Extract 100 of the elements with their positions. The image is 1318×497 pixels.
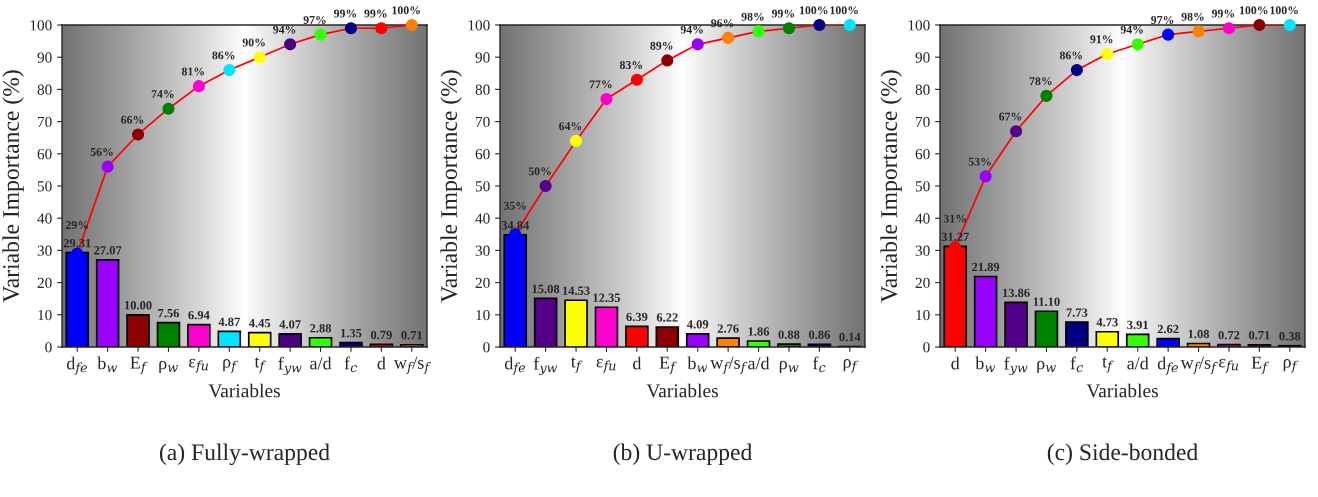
x-tick-label: b$_{w}$ bbox=[687, 356, 708, 372]
data-label: 6.94 bbox=[188, 310, 210, 320]
data-label: 3.91 bbox=[1127, 320, 1148, 330]
data-label: 83% bbox=[619, 61, 643, 70]
data-label: 1.35 bbox=[341, 328, 362, 338]
data-label: 90% bbox=[242, 38, 265, 47]
y-tick-label: 80 bbox=[475, 84, 490, 95]
y-tick-label: 80 bbox=[37, 84, 52, 95]
x-tick-label: ρ$_{f}$ bbox=[843, 359, 859, 373]
x-tick-label: t$_{f}$ bbox=[1102, 357, 1114, 373]
data-label: 100% bbox=[1240, 6, 1268, 15]
y-tick-label: 100 bbox=[468, 20, 490, 31]
data-label: 2.62 bbox=[1157, 324, 1179, 334]
data-label: 97% bbox=[1151, 15, 1174, 24]
data-label: 12.35 bbox=[593, 293, 621, 302]
x-tick-label: f$_{yw}$ bbox=[278, 356, 302, 376]
y-tick-label: 10 bbox=[916, 309, 930, 321]
y-tick-label: 20 bbox=[37, 277, 52, 289]
data-label: 0.14 bbox=[839, 332, 861, 342]
x-tick-label: b$_{w}$ bbox=[97, 356, 118, 372]
data-label: 98% bbox=[1181, 12, 1204, 21]
x-tick-label: ρ$_{f}$ bbox=[223, 359, 238, 373]
data-label: 94% bbox=[680, 25, 703, 34]
data-label: 31% bbox=[943, 214, 966, 223]
y-tick-label: 30 bbox=[915, 245, 930, 256]
y-tick-label: 60 bbox=[475, 148, 490, 160]
data-label: 98% bbox=[741, 12, 764, 21]
data-label: 0.88 bbox=[778, 330, 800, 339]
text: (c) Side-bonded bbox=[1047, 443, 1198, 466]
data-label: 74% bbox=[151, 90, 174, 99]
x-tick-label: a/d bbox=[748, 356, 770, 370]
y-tick-label: 60 bbox=[37, 148, 52, 160]
data-label: 0.79 bbox=[370, 330, 392, 340]
data-label: 0.71 bbox=[401, 330, 423, 340]
x-tick-label: a/d bbox=[1127, 356, 1149, 370]
data-label: 11.10 bbox=[1033, 297, 1060, 306]
x-tick-label: f$_{yw}$ bbox=[1004, 356, 1028, 376]
x-tick-label: f$_{c}$ bbox=[812, 356, 826, 373]
data-label: 53% bbox=[968, 157, 991, 166]
data-label: 99% bbox=[771, 9, 795, 18]
y-tick-label: 70 bbox=[916, 116, 930, 128]
data-label: 7.73 bbox=[1066, 308, 1088, 317]
x-axis-title: Variables bbox=[1086, 383, 1158, 398]
x-tick-label: E$_{f}$ bbox=[659, 356, 677, 374]
x-tick-label: t$_{f}$ bbox=[254, 357, 267, 373]
data-label: 78% bbox=[1029, 77, 1052, 86]
data-label: 4.45 bbox=[248, 319, 271, 328]
text: (a) Fully-wrapped bbox=[159, 443, 330, 466]
x-tick-label: ε$_{fu}$ bbox=[1219, 358, 1239, 373]
data-label: 27.07 bbox=[94, 246, 122, 255]
data-label: 89% bbox=[650, 41, 673, 50]
data-label: 66% bbox=[121, 115, 144, 124]
y-tick-label: 30 bbox=[37, 245, 52, 256]
x-tick-label: a/d bbox=[310, 356, 332, 370]
data-label: 67% bbox=[999, 112, 1022, 121]
data-label: 100% bbox=[1270, 6, 1298, 15]
data-label: 13.86 bbox=[1002, 288, 1030, 298]
x-tick-label: ε$_{fu}$ bbox=[189, 358, 208, 373]
y-tick-label: 10 bbox=[476, 309, 490, 321]
y-tick-label: 50 bbox=[475, 181, 490, 192]
data-label: 64% bbox=[559, 122, 582, 131]
data-label: 4.07 bbox=[279, 320, 301, 329]
data-label: 4.87 bbox=[218, 317, 240, 327]
data-label: 0.72 bbox=[1218, 330, 1240, 340]
x-tick-label: f$_{c}$ bbox=[1070, 356, 1083, 373]
x-tick-label: d$_{fe}$ bbox=[66, 356, 88, 375]
data-label: 50% bbox=[528, 167, 551, 176]
data-label: 1.86 bbox=[748, 327, 770, 336]
x-tick-label: w$_{f}$/s$_{f}$ bbox=[393, 356, 432, 375]
y-tick-label: 40 bbox=[915, 213, 930, 224]
data-label: 1.08 bbox=[1188, 329, 1210, 339]
data-label: 86% bbox=[212, 51, 235, 60]
x-tick-label: d$_{fe}$ bbox=[504, 356, 526, 375]
x-tick-label: t$_{f}$ bbox=[570, 357, 583, 373]
y-tick-label: 60 bbox=[915, 148, 930, 160]
x-tick-label: ε$_{fu}$ bbox=[596, 358, 616, 373]
data-label: 2.88 bbox=[310, 323, 332, 333]
y-tick-label: 100 bbox=[30, 20, 52, 31]
y-tick-label: 20 bbox=[915, 277, 930, 289]
x-tick-label: b$_{w}$ bbox=[975, 356, 996, 372]
data-label: 100% bbox=[392, 6, 420, 15]
data-label: 77% bbox=[589, 80, 612, 89]
x-tick-label: d bbox=[951, 356, 960, 370]
data-label: 4.73 bbox=[1096, 318, 1118, 327]
data-label: 0.71 bbox=[1248, 330, 1270, 340]
data-label: 2.76 bbox=[717, 324, 739, 333]
data-label: 56% bbox=[90, 147, 113, 156]
data-label: 86% bbox=[1059, 51, 1083, 60]
data-label: 100% bbox=[800, 6, 828, 15]
y-tick-label: 10 bbox=[38, 309, 52, 321]
data-label: 21.89 bbox=[972, 262, 1000, 272]
y-tick-label: 20 bbox=[475, 277, 490, 289]
x-axis-title: Variables bbox=[646, 383, 718, 398]
data-label: 35% bbox=[503, 201, 526, 210]
x-tick-label: d$_{fe}$ bbox=[1157, 356, 1178, 375]
data-label: 91% bbox=[1090, 35, 1113, 44]
data-label: 94% bbox=[1120, 25, 1143, 34]
y-tick-label: 0 bbox=[923, 342, 930, 353]
data-label: 99% bbox=[1211, 9, 1235, 18]
y-tick-label: 50 bbox=[915, 181, 930, 192]
